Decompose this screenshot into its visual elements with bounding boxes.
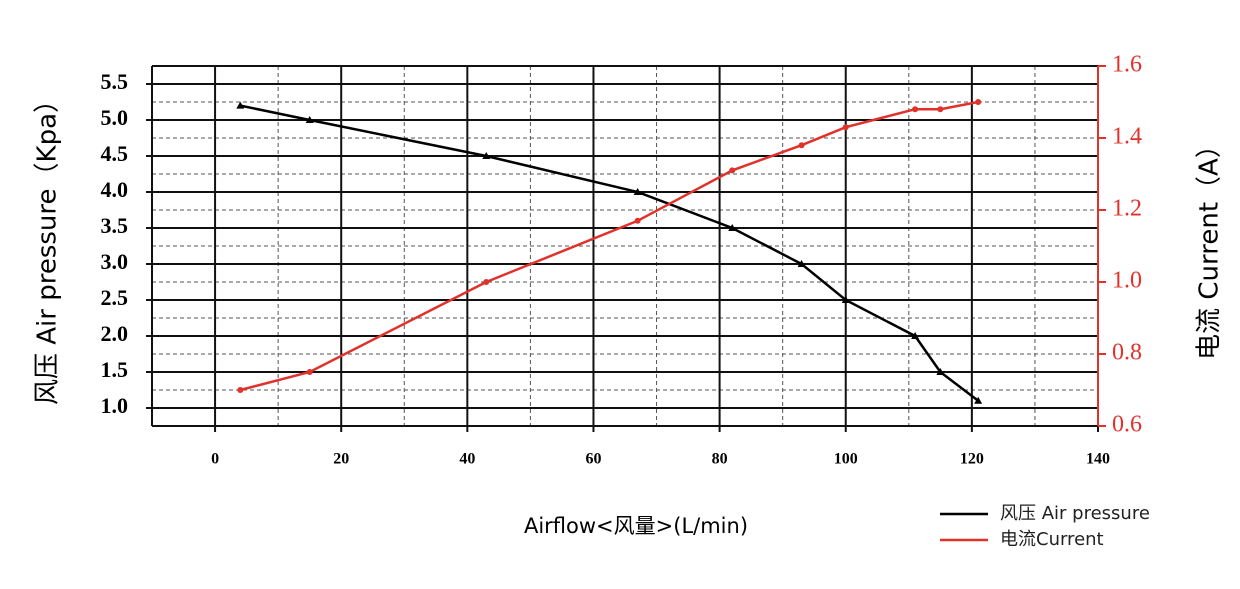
y-tick-label: 3.0 — [101, 249, 129, 274]
y2-tick-label: 0.8 — [1112, 340, 1142, 366]
point — [483, 279, 490, 285]
legend-label: 电流Current — [1000, 529, 1104, 550]
x-tick-label: 100 — [834, 451, 858, 468]
y-tick-label: 3.5 — [101, 213, 129, 238]
x-tick-label: 0 — [211, 451, 219, 468]
point — [974, 396, 983, 404]
x-tick-label: 40 — [459, 451, 475, 468]
point — [236, 101, 245, 109]
legend-label: 风压 Air pressure — [1000, 503, 1150, 524]
y2-tick-label: 0.6 — [1112, 412, 1142, 438]
y-tick-label: 2.5 — [101, 285, 129, 310]
y2-tick-label: 1.6 — [1112, 52, 1142, 78]
series-line — [239, 100, 979, 392]
y2-axis-label: 电流 Current（A） — [1195, 132, 1225, 360]
x-axis-label: Airflow<风量>(L/min) — [524, 514, 748, 538]
point — [634, 217, 641, 224]
point — [975, 99, 982, 105]
x-tick-label: 120 — [960, 451, 984, 468]
point — [729, 167, 736, 174]
y-tick-label: 2.0 — [101, 321, 129, 346]
x-tick-label: 80 — [712, 451, 728, 468]
x-tick-label: 20 — [333, 451, 349, 468]
point — [936, 368, 945, 375]
y-tick-label: 5.5 — [101, 69, 129, 94]
y-axis-label: 风压 Air pressure（Kpa） — [33, 87, 63, 405]
point — [912, 106, 919, 113]
y-tick-label: 1.5 — [101, 357, 129, 382]
point — [237, 387, 244, 393]
x-tick-label: 140 — [1086, 451, 1110, 468]
x-tick-label: 60 — [585, 451, 601, 468]
y-tick-label: 4.5 — [101, 141, 129, 166]
point — [937, 106, 944, 113]
point — [842, 124, 849, 131]
point — [306, 369, 313, 375]
point — [633, 188, 642, 195]
y2-tick-label: 1.4 — [1112, 124, 1142, 150]
y-tick-label: 4.0 — [101, 177, 129, 202]
point — [798, 142, 805, 149]
series-line — [240, 104, 979, 402]
point — [797, 260, 806, 267]
point — [482, 152, 491, 159]
y-tick-label: 5.0 — [101, 105, 129, 130]
point — [728, 224, 737, 231]
y-tick-label: 1.0 — [101, 393, 129, 418]
point — [841, 296, 850, 303]
point — [305, 116, 314, 123]
point — [911, 332, 920, 339]
y2-tick-label: 1.0 — [1112, 268, 1142, 294]
y2-tick-label: 1.2 — [1112, 196, 1142, 222]
